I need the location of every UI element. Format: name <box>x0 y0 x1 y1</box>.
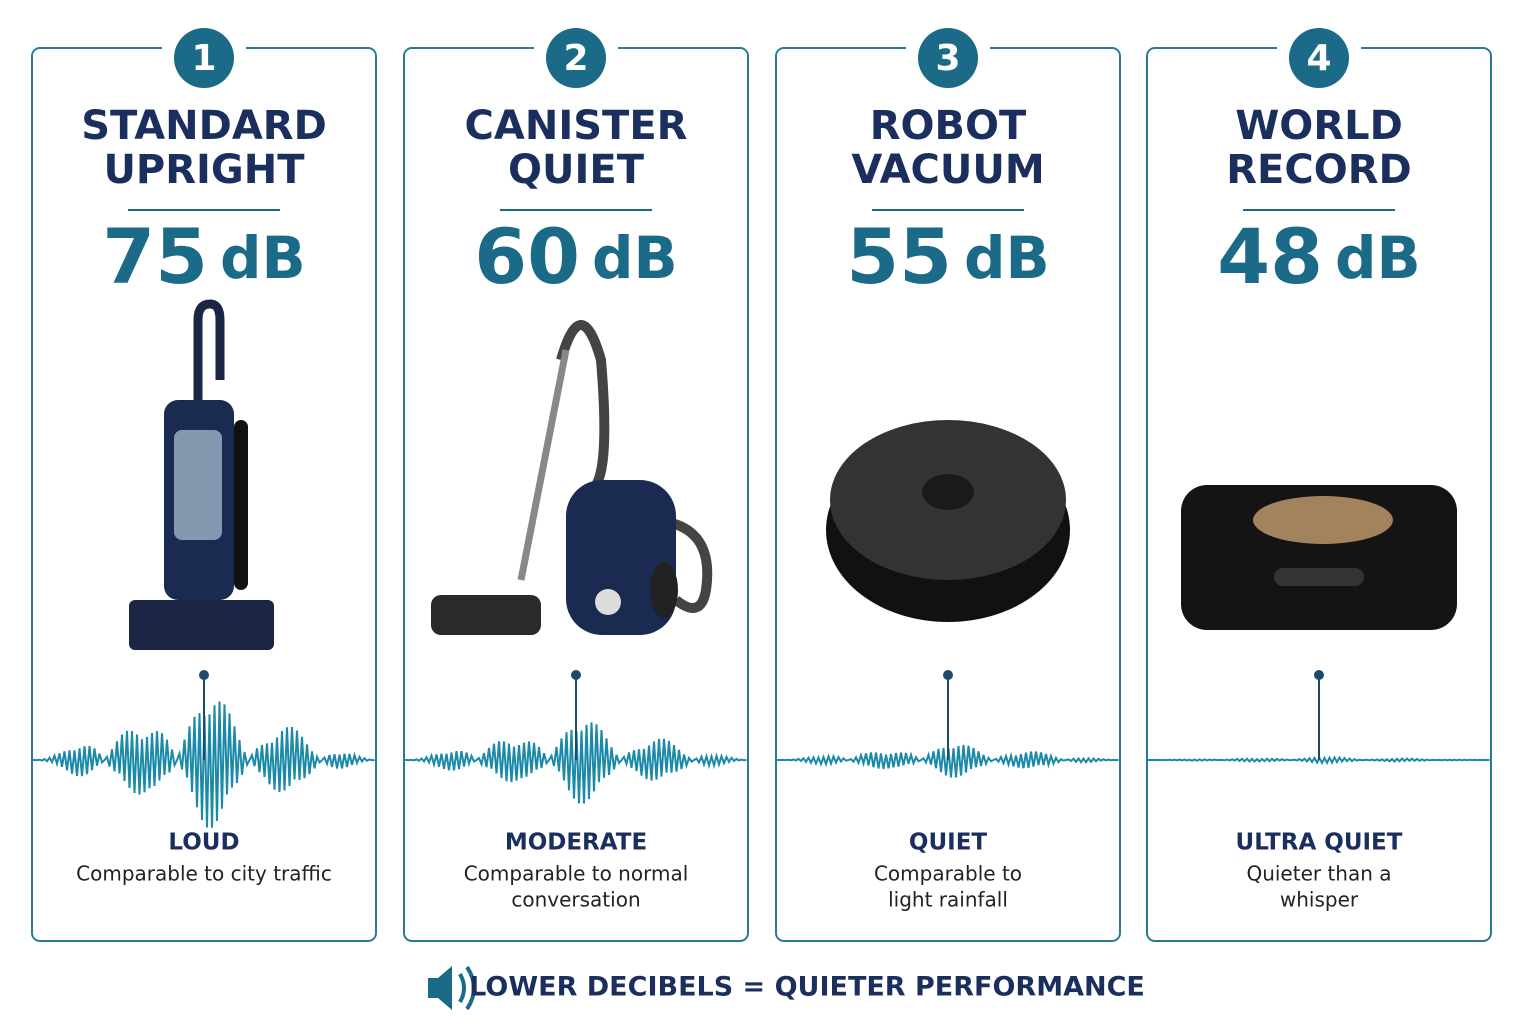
product-image <box>129 299 274 650</box>
card-title: STANDARD <box>81 103 327 149</box>
badge-number: 4 <box>1306 38 1331 79</box>
waveform <box>1147 755 1490 766</box>
decibel-number: 75 <box>102 212 208 301</box>
noise-level: QUIET <box>909 830 987 856</box>
sound-waves-icon <box>458 965 476 1011</box>
card-title: QUIET <box>508 147 645 193</box>
decibel-value: 75 dB <box>102 212 306 301</box>
description: conversation <box>511 888 640 912</box>
product-image <box>1181 485 1457 630</box>
decibel-unit: dB <box>592 224 678 292</box>
badge <box>1289 28 1349 88</box>
pin-head <box>571 670 581 680</box>
pin-head <box>1314 670 1324 680</box>
badge <box>174 28 234 88</box>
noise-level: ULTRA QUIET <box>1236 830 1403 856</box>
description: whisper <box>1280 888 1359 912</box>
pad <box>1253 496 1393 544</box>
bin <box>174 430 222 540</box>
product-image <box>431 320 713 635</box>
hose <box>234 420 248 590</box>
description: light rainfall <box>888 888 1008 912</box>
waveform <box>776 744 1119 778</box>
description: Comparable to city traffic <box>76 862 332 886</box>
card-title: UPRIGHT <box>103 147 305 193</box>
noise-level: LOUD <box>168 830 239 856</box>
card-title: CANISTER <box>465 103 688 149</box>
decibel-unit: dB <box>220 224 306 292</box>
wheel <box>650 562 678 618</box>
decibel-value: 55 dB <box>846 212 1050 301</box>
base <box>129 600 274 650</box>
card-title: VACUUM <box>851 147 1044 193</box>
decibel-unit: dB <box>1335 224 1421 292</box>
button <box>595 589 621 615</box>
handle <box>193 299 225 420</box>
decibel-unit: dB <box>964 224 1050 292</box>
pin-head <box>199 670 209 680</box>
lidar <box>922 474 974 510</box>
waveform <box>404 722 747 804</box>
card-title: RECORD <box>1226 147 1412 193</box>
badge <box>546 28 606 88</box>
footer-text: LOWER DECIBELS = QUIETER PERFORMANCE <box>469 972 1145 1003</box>
footer: LOWER DECIBELS = QUIETER PERFORMANCE <box>428 965 1145 1011</box>
body <box>566 480 676 635</box>
badge <box>918 28 978 88</box>
description: Comparable to <box>874 862 1022 886</box>
nozzle <box>431 595 541 635</box>
slot <box>1274 568 1364 586</box>
decibel-number: 60 <box>474 212 580 301</box>
badge-number: 2 <box>563 38 588 79</box>
card-title: ROBOT <box>870 103 1027 149</box>
product-image <box>826 420 1070 622</box>
card-title: WORLD <box>1235 103 1403 149</box>
description: Comparable to normal <box>464 862 689 886</box>
noise-level: MODERATE <box>505 830 647 856</box>
waveform <box>32 701 375 828</box>
badge-number: 1 <box>191 38 216 79</box>
decibel-value: 60 dB <box>474 212 678 301</box>
wand <box>517 349 570 581</box>
decibel-number: 48 <box>1217 212 1323 301</box>
decibel-value: 48 dB <box>1217 212 1421 301</box>
badge-number: 3 <box>935 38 960 79</box>
speaker-icon <box>428 966 452 1010</box>
pin-head <box>943 670 953 680</box>
decibel-number: 55 <box>846 212 952 301</box>
description: Quieter than a <box>1246 862 1391 886</box>
